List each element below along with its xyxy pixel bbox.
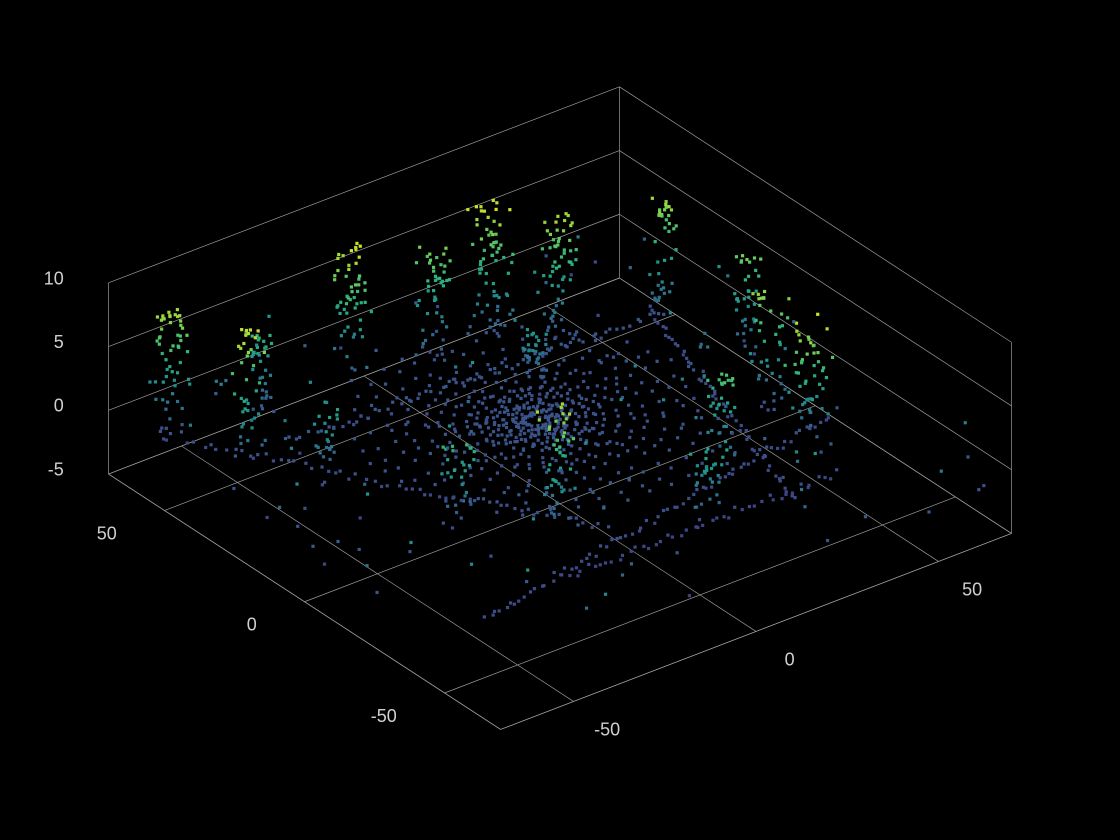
scatter3d-plot: -50050-50050-50510 xyxy=(0,0,1120,840)
tick-label: -50 xyxy=(371,706,397,726)
tick-label: 10 xyxy=(44,268,64,288)
tick-label: 50 xyxy=(962,579,982,599)
tick-label: -5 xyxy=(48,459,64,479)
tick-label: 0 xyxy=(785,649,795,669)
tick-label: 0 xyxy=(247,615,257,635)
tick-label: -50 xyxy=(594,719,620,739)
tick-label: 50 xyxy=(97,523,117,543)
tick-label: 0 xyxy=(54,396,64,416)
tick-label: 5 xyxy=(54,332,64,352)
